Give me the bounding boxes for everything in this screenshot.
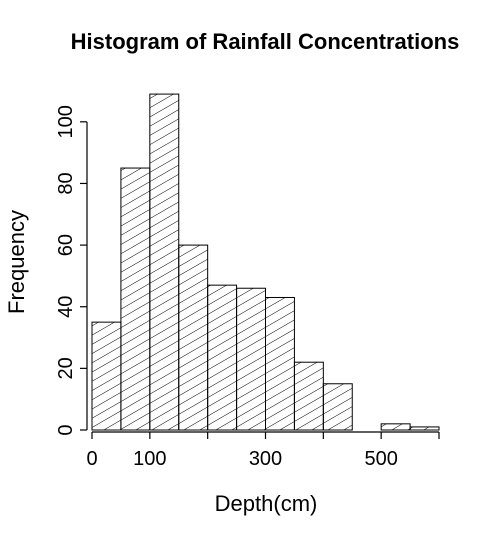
x-tick-label-0: 0 <box>86 448 97 470</box>
histogram-bar-100-150 <box>149 93 180 431</box>
histogram-bar-500-550 <box>380 423 411 431</box>
y-tick-label-60: 60 <box>55 234 77 256</box>
histogram-bar-200-250 <box>207 284 238 431</box>
x-tick-label-100: 100 <box>133 448 166 470</box>
x-axis: 0 100 300 500 <box>86 431 440 470</box>
y-tick-label-20: 20 <box>55 357 77 379</box>
histogram-bar-0-50 <box>91 321 122 431</box>
histogram-bar-50-100 <box>120 167 151 431</box>
histogram-bar-300-350 <box>265 296 295 431</box>
histogram-bar-550-600 <box>409 426 440 431</box>
x-axis-label: Depth(cm) <box>215 491 318 516</box>
y-axis: 0 20 40 60 80 100 <box>55 105 88 436</box>
histogram-bar-250-300 <box>236 287 266 431</box>
chart-title: Histogram of Rainfall Concentrations <box>71 29 460 54</box>
y-tick-label-100: 100 <box>55 105 77 138</box>
y-axis-label: Frequency <box>4 210 29 314</box>
x-tick-label-300: 300 <box>249 448 282 470</box>
y-tick-label-80: 80 <box>55 172 77 194</box>
histogram-bar-350-400 <box>293 361 324 431</box>
bars <box>91 93 440 431</box>
histogram-bar-400-450 <box>322 383 353 431</box>
y-tick-label-40: 40 <box>55 296 77 318</box>
x-tick-label-500: 500 <box>364 448 397 470</box>
y-tick-label-0: 0 <box>55 424 77 435</box>
histogram-bar-150-200 <box>178 244 209 431</box>
